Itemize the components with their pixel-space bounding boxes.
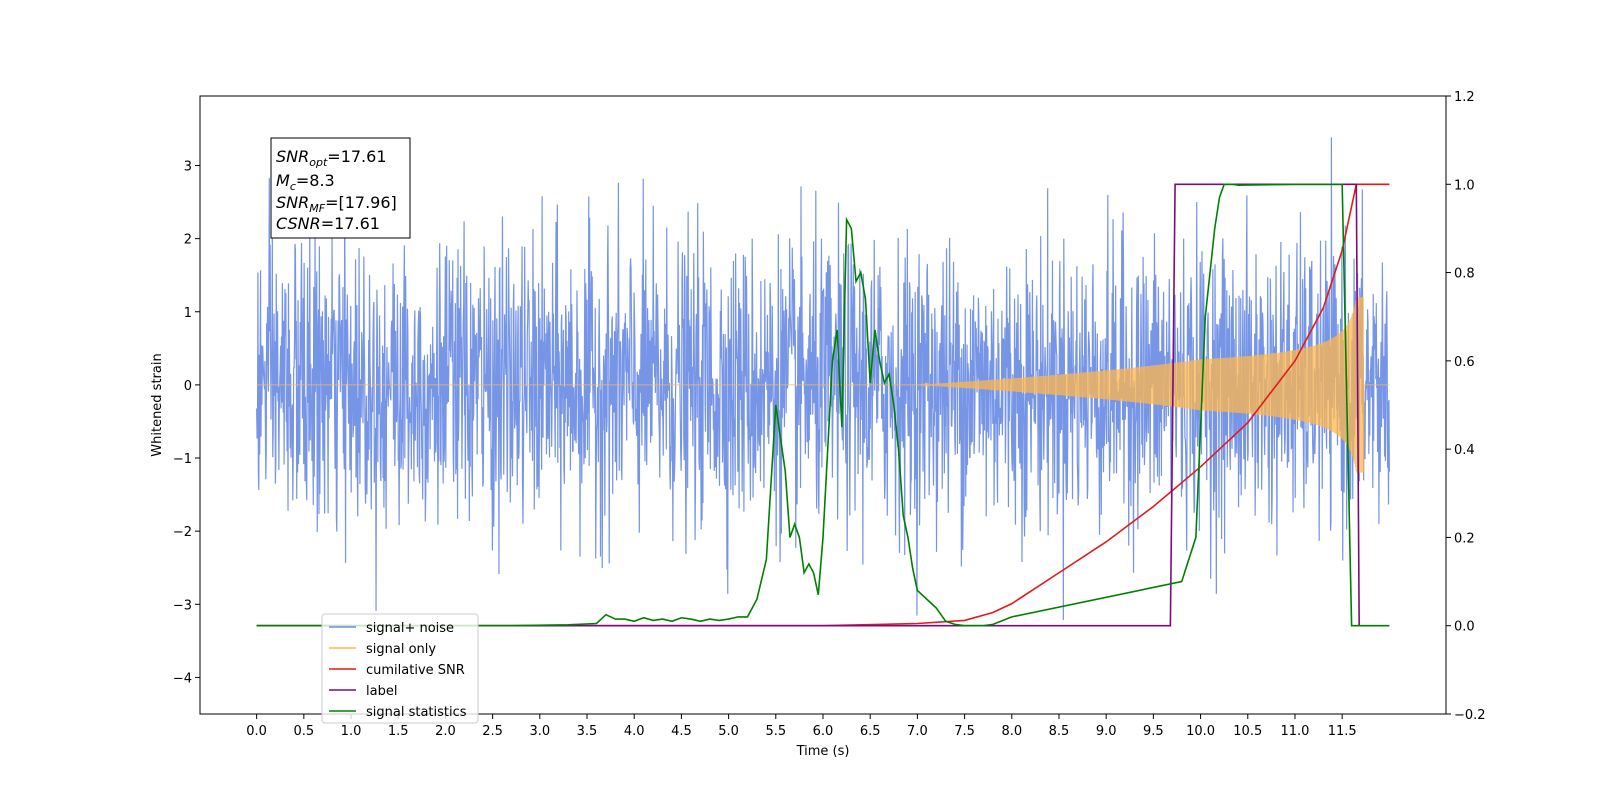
y-tick-label: 1 <box>184 306 192 321</box>
x-tick-label: 7.0 <box>907 724 928 739</box>
x-tick-label: 9.0 <box>1096 724 1117 739</box>
y-tick-label: −1 <box>173 452 192 467</box>
y-tick-label: −2 <box>173 525 192 540</box>
legend-label: label <box>366 684 397 699</box>
x-tick-label: 1.5 <box>388 724 409 739</box>
x-tick-label: 11.0 <box>1280 724 1309 739</box>
y-tick-label: −3 <box>173 598 192 613</box>
x-axis-label: Time (s) <box>796 744 850 759</box>
series-signal-only <box>256 297 1390 473</box>
legend-label: signal only <box>366 642 436 657</box>
annotation-csnr: CSNR=17.61 <box>276 214 380 233</box>
right-axis-series <box>256 183 1390 627</box>
y-tick-label: 0 <box>184 379 192 394</box>
series-cumilative-snr-line <box>256 183 1390 627</box>
x-tick-label: 8.0 <box>1001 724 1022 739</box>
legend-label: signal+ noise <box>366 621 454 636</box>
x-tick-label: 4.5 <box>671 724 692 739</box>
x-tick-label: 11.5 <box>1328 724 1357 739</box>
y2-tick-label: 0.0 <box>1454 620 1475 635</box>
y2-tick-label: −0.2 <box>1454 708 1486 723</box>
y2-tick-label: 0.4 <box>1454 443 1475 458</box>
series-signal-noise-line <box>256 137 1390 620</box>
y-axis-right: 1.2 1.0 0.8 0.6 0.4 0.2 0.0 −0.2 <box>1446 90 1486 723</box>
x-tick-label: 1.0 <box>341 724 362 739</box>
series-signal-statistics-line <box>256 183 1390 627</box>
y-tick-label: −4 <box>173 671 192 686</box>
series-label-line <box>256 183 1360 627</box>
annotation-box: SNRopt=17.61 Mc=8.3 SNRMF=[17.96] CSNR=1… <box>270 137 411 239</box>
legend-frame <box>321 613 479 724</box>
x-tick-label: 7.5 <box>954 724 975 739</box>
x-tick-label: 4.0 <box>624 724 645 739</box>
y2-tick-label: 1.0 <box>1454 178 1475 193</box>
x-tick-label: 5.0 <box>718 724 739 739</box>
x-tick-label: 9.5 <box>1143 724 1164 739</box>
x-tick-label: 3.0 <box>529 724 550 739</box>
series-signal-only-line <box>256 297 1390 473</box>
x-tick-label: 5.5 <box>765 724 786 739</box>
annotation-snr-mf: SNRMF=[17.96] <box>276 193 397 215</box>
x-tick-label: 6.5 <box>860 724 881 739</box>
x-tick-label: 8.5 <box>1049 724 1070 739</box>
x-tick-label: 6.0 <box>813 724 834 739</box>
x-tick-label: 10.0 <box>1186 724 1215 739</box>
legend: signal+ noise signal only cumilative SNR la… <box>321 613 479 724</box>
x-tick-label: 2.5 <box>482 724 503 739</box>
y2-tick-label: 0.6 <box>1454 355 1475 370</box>
y-tick-label: 3 <box>184 159 192 174</box>
annotation-frame <box>270 137 411 239</box>
x-axis: 0.0 0.5 1.0 1.5 2.0 2.5 3.0 3.5 4.0 4.5 5.0 5.5 6.0 6… <box>246 714 1357 739</box>
y2-tick-label: 0.2 <box>1454 531 1475 546</box>
x-tick-label: 3.5 <box>577 724 598 739</box>
y-axis-left: 3 2 1 0 −1 −2 −3 −4 <box>173 159 200 686</box>
y-tick-label: 2 <box>184 233 192 248</box>
x-tick-label: 2.0 <box>435 724 456 739</box>
series-signal-noise <box>256 137 1390 620</box>
x-tick-label: 0.0 <box>246 724 267 739</box>
x-tick-label: 0.5 <box>293 724 314 739</box>
legend-label: signal statistics <box>366 705 467 720</box>
y2-tick-label: 0.8 <box>1454 267 1475 282</box>
x-tick-label: 10.5 <box>1233 724 1262 739</box>
legend-label: cumilative SNR <box>366 663 465 678</box>
y2-tick-label: 1.2 <box>1454 90 1475 105</box>
y-axis-label: Whitened strain <box>150 353 165 456</box>
annotation-snr-opt: SNRopt=17.61 <box>276 147 387 169</box>
annotation-mc: Mc=8.3 <box>276 171 335 193</box>
